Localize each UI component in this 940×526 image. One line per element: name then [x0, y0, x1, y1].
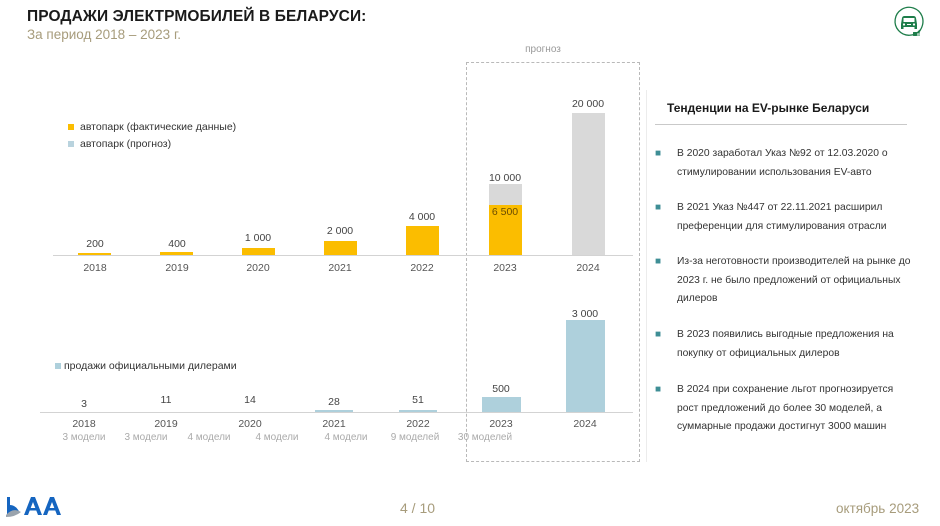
forecast-region-box — [466, 62, 640, 462]
trend-item-text: Из-за неготовности производителей на рын… — [677, 256, 911, 304]
dealer-bar-2024 — [566, 320, 605, 412]
x-label-2018: 2018 — [83, 262, 107, 274]
trend-item-text: В 2020 заработал Указ №92 от 12.03.2020 … — [677, 148, 888, 178]
forecast-label: прогноз — [525, 44, 561, 55]
page-number: 4 / 10 — [400, 500, 436, 516]
dealer-bar-2022 — [399, 410, 437, 412]
model-count-2020-b: 4 модели — [255, 432, 299, 443]
top-chart-x-axis — [53, 255, 633, 256]
bullet-icon: ■ — [655, 329, 662, 340]
x-label-2022: 2022 — [410, 262, 434, 274]
bar-2024-fleet-forecast — [572, 113, 605, 255]
bar-value-2023-total: 10 000 — [488, 172, 522, 184]
legend-item-actual: автопарк (фактические данные) — [68, 121, 236, 133]
ev-car-charging-icon — [894, 6, 924, 36]
trends-panel-divider — [655, 124, 907, 125]
bar-2021-fleet — [324, 241, 357, 255]
dealer-value-2019: 11 — [160, 394, 172, 406]
bullet-icon: ■ — [655, 148, 662, 159]
bar-2020-fleet — [242, 248, 275, 255]
bullet-icon: ■ — [655, 202, 662, 213]
dealer-value-2022: 51 — [412, 394, 424, 406]
x-label-2024: 2024 — [576, 262, 600, 274]
legend-label-actual: автопарк (фактические данные) — [80, 121, 237, 133]
bar-2023-fleet-forecast — [489, 184, 522, 205]
bar-value-2023-actual: 6 500 — [491, 206, 519, 218]
trend-item: ■ В 2021 Указ №447 от 22.11.2021 расшири… — [651, 199, 921, 236]
dealer-x-label-2022: 2022 — [406, 418, 430, 430]
trend-item-text: В 2023 появились выгодные предложения на… — [677, 329, 894, 359]
model-count-2021: 4 модели — [324, 432, 368, 443]
model-count-2018: 3 модели — [62, 432, 106, 443]
baa-logo — [6, 497, 61, 517]
slide-title: ПРОДАЖИ ЭЛЕКТРМОБИЛЕЙ В БЕЛАРУСИ: — [27, 8, 367, 25]
bar-value-2020: 1 000 — [244, 232, 272, 244]
model-count-2022: 9 моделей — [390, 432, 440, 443]
bar-2022-fleet — [406, 226, 439, 255]
model-count-2019: 3 модели — [124, 432, 168, 443]
trend-item: ■ В 2023 появились выгодные предложения … — [651, 326, 921, 363]
dealer-x-label-2021: 2021 — [322, 418, 346, 430]
trend-item: ■ В 2020 заработал Указ №92 от 12.03.202… — [651, 145, 921, 182]
trend-item-text: В 2024 при сохранение льгот прогнозирует… — [677, 384, 894, 432]
dealer-x-label-2020: 2020 — [238, 418, 262, 430]
trends-panel: Тенденции на EV-рынке Беларуси ■ В 2020 … — [646, 90, 926, 462]
dealer-value-2024: 3 000 — [571, 308, 599, 320]
legend-item-dealer-sales: продажи официальными дилерами — [55, 360, 237, 372]
bar-value-2024: 20 000 — [571, 98, 605, 110]
legend-label-forecast: автопарк (прогноз) — [80, 138, 172, 150]
model-count-2020-a: 4 модели — [187, 432, 231, 443]
slide-subtitle: За период 2018 – 2023 г. — [27, 27, 181, 42]
legend-swatch-dealer-sales — [55, 363, 61, 369]
bar-2018-fleet — [78, 253, 111, 255]
x-label-2019: 2019 — [165, 262, 189, 274]
bar-value-2021: 2 000 — [326, 225, 354, 237]
x-label-2020: 2020 — [246, 262, 270, 274]
bar-2019-fleet — [160, 252, 193, 255]
legend-swatch-actual — [68, 124, 74, 130]
bottom-chart-x-axis — [40, 412, 633, 413]
bar-value-2022: 4 000 — [408, 211, 436, 223]
x-label-2023: 2023 — [493, 262, 517, 274]
bar-value-2019: 400 — [168, 238, 186, 250]
trend-item-text: В 2021 Указ №447 от 22.11.2021 расширил … — [677, 202, 887, 232]
bullet-icon: ■ — [655, 256, 662, 267]
dealer-bar-2023 — [482, 397, 521, 412]
legend-item-forecast: автопарк (прогноз) — [68, 138, 171, 150]
dealer-x-label-2023: 2023 — [489, 418, 513, 430]
bar-2023-fleet-actual — [489, 205, 522, 255]
dealer-value-2018: 3 — [81, 398, 87, 410]
trends-panel-title: Тенденции на EV-рынке Беларуси — [667, 101, 870, 115]
dealer-value-2020: 14 — [244, 394, 256, 406]
model-count-2023: 30 моделей — [457, 432, 513, 443]
dealer-x-label-2018: 2018 — [72, 418, 96, 430]
dealer-bar-2021 — [315, 410, 353, 412]
dealer-value-2021: 28 — [328, 396, 340, 408]
trend-item: ■ В 2024 при сохранение льгот прогнозиру… — [651, 381, 921, 437]
bar-value-2018: 200 — [86, 238, 104, 250]
x-label-2021: 2021 — [328, 262, 352, 274]
bullet-icon: ■ — [655, 384, 662, 395]
footer-date: октябрь 2023 — [836, 501, 920, 516]
dealer-x-label-2024: 2024 — [573, 418, 597, 430]
dealer-x-label-2019: 2019 — [154, 418, 178, 430]
legend-swatch-forecast — [68, 141, 74, 147]
trend-item: ■ Из-за неготовности производителей на р… — [651, 253, 921, 309]
legend-label-dealer-sales: продажи официальными дилерами — [64, 360, 237, 372]
dealer-value-2023: 500 — [492, 383, 510, 395]
